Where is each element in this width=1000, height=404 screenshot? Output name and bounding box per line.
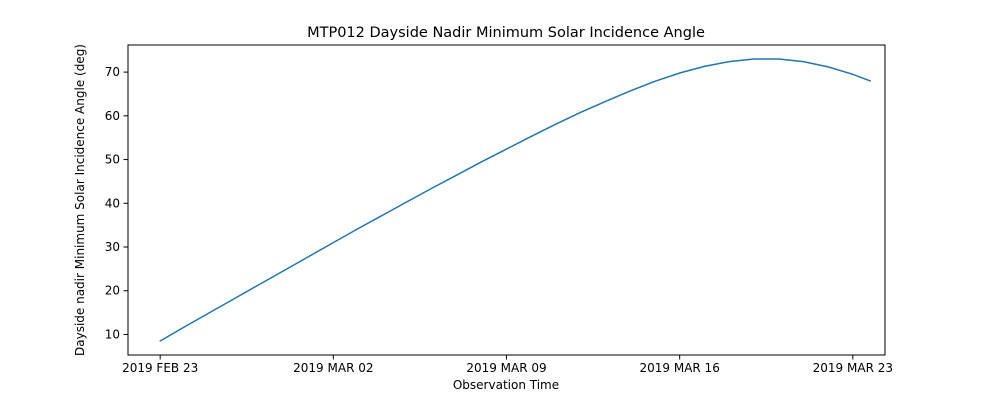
y-tick-label: 50 <box>105 153 120 167</box>
x-axis-label: Observation Time <box>453 378 559 392</box>
x-tick-label: 2019 MAR 02 <box>293 361 373 375</box>
y-tick-label: 60 <box>105 109 120 123</box>
data-line <box>159 58 871 342</box>
x-tick-label: 2019 MAR 23 <box>813 361 893 375</box>
y-axis-label: Dayside nadir Minimum Solar Incidence An… <box>73 44 87 356</box>
y-tick-label: 10 <box>105 327 120 341</box>
axes-layer: 2019 FEB 23 2019 MAR 02 2019 MAR 09 2019 MA… <box>105 44 893 375</box>
axes-box <box>127 44 886 356</box>
x-tick-label: 2019 MAR 09 <box>466 361 546 375</box>
x-tick-label: 2019 FEB 23 <box>122 361 198 375</box>
y-tick-label: 40 <box>105 196 120 210</box>
y-tick-label: 30 <box>105 240 120 254</box>
x-tick-label: 2019 MAR 16 <box>639 361 719 375</box>
y-tick-label: 20 <box>105 284 120 298</box>
chart-title: MTP012 Dayside Nadir Minimum Solar Incid… <box>307 25 705 41</box>
y-tick-label: 70 <box>105 65 120 79</box>
